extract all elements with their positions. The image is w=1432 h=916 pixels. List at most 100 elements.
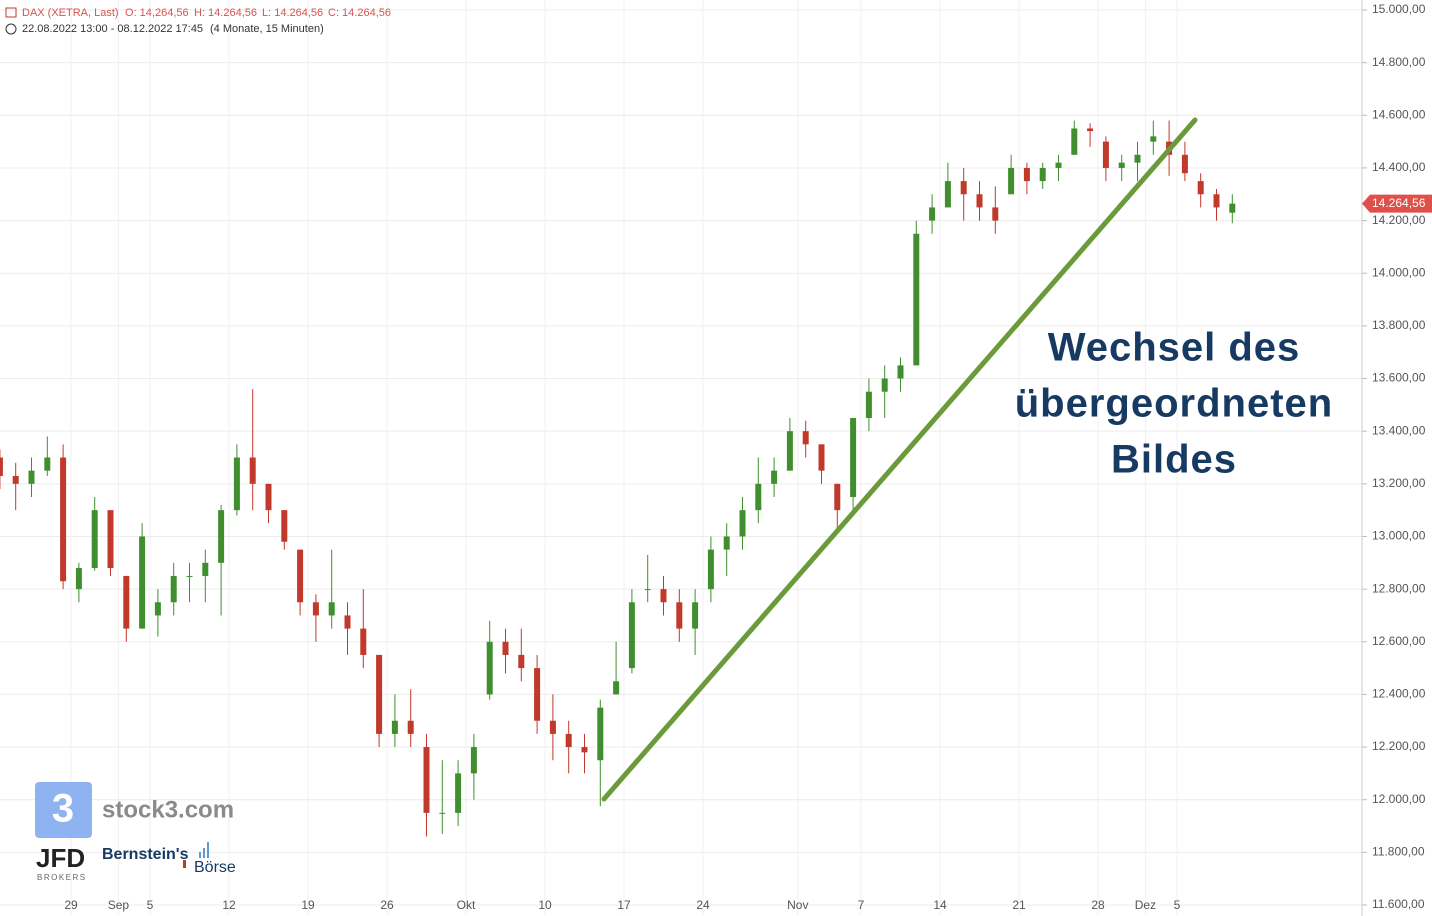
candle-body (771, 470, 778, 484)
annotation-line: Wechsel des (1048, 326, 1301, 370)
candle-body (281, 510, 288, 542)
candle-body (107, 510, 114, 569)
candle-body (865, 391, 872, 419)
period: (4 Monate, 15 Minuten) (210, 23, 324, 35)
candle-body (944, 181, 951, 208)
annotation: Wechsel des übergeordneten Bildes (1015, 326, 1332, 482)
x-tick-label: Okt (457, 898, 476, 912)
candle-body (1229, 203, 1236, 213)
low-text: L: 14.264,56 (262, 7, 323, 19)
last-price-label: 14.264,56 (1372, 196, 1426, 210)
x-tick-label: 10 (538, 898, 552, 912)
y-tick-label: 11.600,00 (1372, 897, 1425, 911)
annotation-line: Bildes (1111, 438, 1237, 482)
y-tick-label: 13.800,00 (1372, 318, 1426, 332)
y-tick-label: 14.000,00 (1372, 265, 1426, 279)
candle-body (644, 589, 651, 591)
last-price-tag (1362, 194, 1432, 213)
candle-body (1197, 181, 1204, 195)
y-tick-label: 13.000,00 (1372, 529, 1426, 543)
candle-body (707, 549, 714, 590)
x-tick-label: Nov (787, 898, 808, 912)
candle-body (218, 510, 225, 563)
candle-body (60, 457, 67, 582)
candle-body (1118, 162, 1125, 168)
y-tick-label: 12.800,00 (1372, 581, 1426, 595)
x-tick-label: Dez (1135, 898, 1156, 912)
candle-body (565, 733, 572, 748)
candle-body (154, 602, 161, 616)
candle-body (470, 747, 477, 774)
candle-body (881, 378, 888, 392)
candle-body (186, 575, 193, 577)
x-tick-label: 7 (858, 898, 865, 912)
candle-body (739, 510, 746, 537)
stock3-icon (35, 782, 92, 838)
candle-body (834, 483, 841, 511)
candle-body (628, 602, 635, 669)
x-tick-label: 26 (380, 898, 394, 912)
candle-body (913, 233, 920, 366)
x-tick-label: Sep (108, 898, 130, 912)
candle-body (265, 483, 272, 511)
stock3-icon-text: 3 (52, 787, 74, 831)
candle-body (170, 575, 177, 603)
logo-bar (207, 842, 209, 858)
candle-body (960, 181, 967, 195)
candle-body (91, 510, 98, 569)
y-tick-label: 12.400,00 (1372, 687, 1426, 701)
candle-body (249, 457, 256, 484)
candle-body (328, 602, 335, 616)
candle-body (518, 654, 525, 669)
logos: 3 stock3.com JFD BROKERS Bernstein's Bör… (35, 782, 236, 882)
candle-body (660, 589, 667, 603)
candle-body (423, 747, 430, 813)
symbol: DAX (XETRA, Last) (22, 7, 119, 19)
candle-body (929, 207, 936, 221)
candle-body (1134, 154, 1141, 163)
y-tick-label: 14.800,00 (1372, 55, 1426, 69)
candle-body (202, 562, 209, 576)
candle-body (44, 457, 51, 471)
candle-body (549, 720, 556, 734)
y-tick-label: 15.000,00 (1372, 2, 1426, 16)
x-tick-label: 19 (301, 898, 315, 912)
date-range: 22.08.2022 13:00 - 08.12.2022 17:45 (22, 23, 203, 35)
y-tick-label: 14.400,00 (1372, 160, 1426, 174)
y-tick-label: 14.600,00 (1372, 107, 1426, 121)
candle-body (1071, 128, 1078, 155)
x-tick-label: 21 (1012, 898, 1026, 912)
candle-body (28, 470, 35, 484)
bernstein-text: Bernstein's (102, 846, 189, 863)
candle-body (123, 575, 130, 629)
x-tick-label: 29 (64, 898, 78, 912)
candle-body (75, 568, 82, 590)
jfd-text: JFD (36, 843, 85, 873)
candle-body (534, 668, 541, 721)
candle-body (897, 365, 904, 379)
candle-body (723, 536, 730, 550)
candle-body (233, 457, 240, 511)
candle-body (613, 681, 620, 695)
grid (0, 0, 1367, 915)
boerse-text: Börse (194, 859, 236, 876)
candle-body (1039, 167, 1046, 182)
candle-body (802, 431, 809, 445)
header: DAX (XETRA, Last) O: 14,264,56 H: 14.264… (5, 7, 391, 35)
x-tick-label: 12 (222, 898, 236, 912)
stock3-text: stock3.com (102, 796, 234, 823)
candle-body (692, 602, 699, 629)
open-text: O: 14,264,56 (125, 7, 189, 19)
candle-body (1213, 194, 1220, 208)
candle-body (818, 444, 825, 471)
candle-body (1023, 167, 1030, 182)
x-tick-label: 24 (696, 898, 710, 912)
candle-body (1181, 154, 1188, 174)
candle-body (139, 536, 146, 629)
symbol-icon (5, 7, 17, 18)
y-tick-label: 12.600,00 (1372, 634, 1426, 648)
candle-body (12, 475, 19, 484)
candle-body (992, 207, 999, 221)
candle-body (486, 641, 493, 695)
